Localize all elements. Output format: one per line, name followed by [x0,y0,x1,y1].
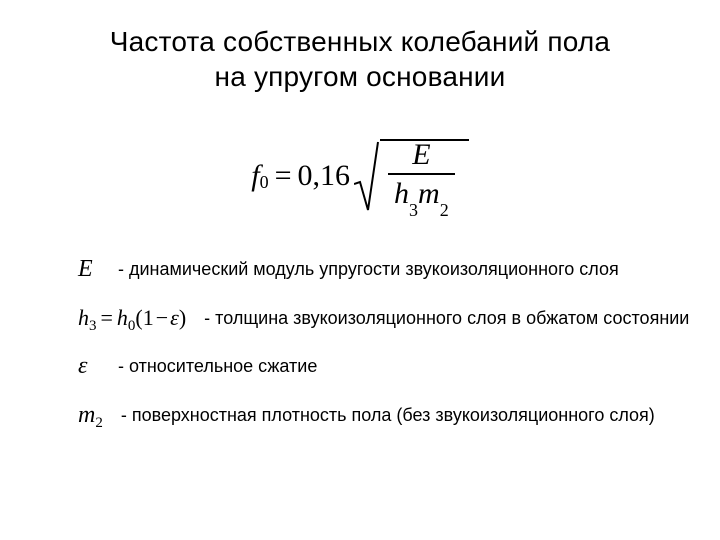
sym-sub3: 3 [89,318,97,335]
definition-row: ε - относительное сжатие [78,353,690,380]
definition-row: h3 = h0 (1−ε) - толщина звукоизоляционно… [78,305,690,331]
symbol-epsilon: ε [78,353,100,380]
definition-text: - динамический модуль упругости звукоизо… [118,259,619,280]
symbol-h3-expr: h3 = h0 (1−ε) [78,305,186,331]
formula-eq: = [275,159,292,193]
num-var: E [412,138,430,171]
sym-E-letter: E [78,256,93,283]
sym-one: 1 [143,305,154,331]
sym-h: h [78,305,89,331]
title-line-2: на упругом основании [215,61,506,92]
title-line-1: Частота собственных колебаний пола [110,26,610,57]
den-sub2: 2 [440,200,449,220]
slide-title: Частота собственных колебаний пола на уп… [0,24,720,94]
main-formula: f0 = 0,16 E h3m2 [0,140,720,212]
fraction-denominator: h3m2 [388,177,455,215]
den-sub1: 3 [409,200,418,220]
formula-expression: f0 = 0,16 E h3m2 [251,140,468,212]
den-var1: h [394,177,409,210]
definitions-list: E - динамический модуль упругости звукои… [78,256,690,429]
den-var2: m [418,177,440,210]
sym-rpar: ) [179,305,186,331]
sym-h0: h [117,305,128,331]
fraction-bar [388,173,455,175]
definition-row: E - динамический модуль упругости звукои… [78,256,690,283]
formula-lhs-sub: 0 [260,172,269,193]
sym-eq: = [101,305,113,331]
sym-sub2: 2 [95,415,103,432]
formula-fraction: E h3m2 [388,138,455,215]
sym-sub0: 0 [128,318,136,335]
symbol-m2: m2 [78,402,103,429]
sym-lpar: ( [135,305,142,331]
fraction-numerator: E [406,138,436,171]
symbol-E: E [78,256,100,283]
sym-eps: ε [170,305,179,331]
radical-icon [354,140,380,212]
definition-text: - относительное сжатие [118,356,317,377]
slide: Частота собственных колебаний пола на уп… [0,0,720,540]
definition-row: m2 - поверхностная плотность пола (без з… [78,402,690,429]
formula-coef: 0,16 [298,159,351,193]
sym-eps2: ε [78,353,87,380]
formula-radicand: E h3m2 [380,139,469,211]
formula-lhs-var: f [251,159,259,193]
definition-text: - поверхностная плотность пола (без звук… [121,405,655,426]
formula-sqrt: E h3m2 [354,140,469,212]
sym-m: m [78,402,95,429]
sym-minus: − [156,305,168,331]
definition-text: - толщина звукоизоляционного слоя в обжа… [204,308,689,329]
